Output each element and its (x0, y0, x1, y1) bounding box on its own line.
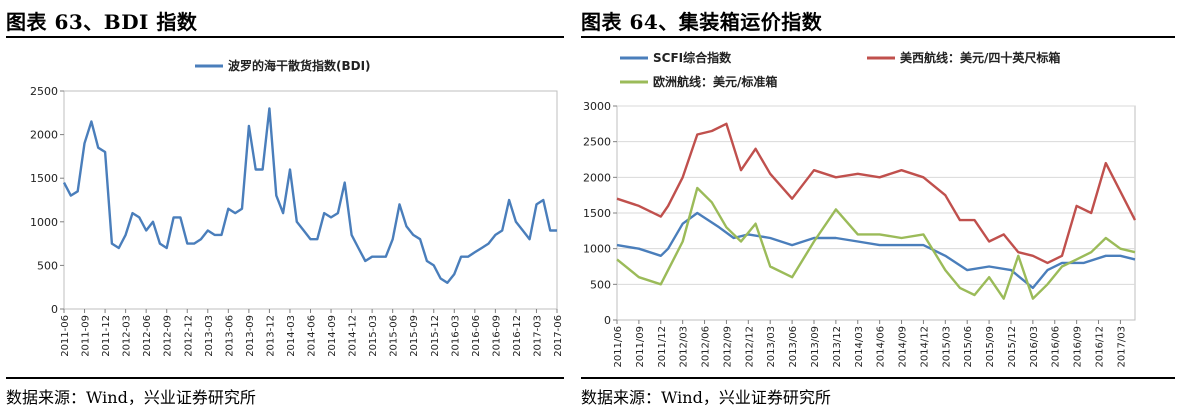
x-tick-label: 2012/03 (679, 326, 690, 368)
figure-64-panel: 图表 64、集装箱运价指数 0 500 1000 1500 2000 2500 3000 20… (575, 0, 1181, 413)
x-tick-label: 2011/12 (657, 326, 668, 368)
x-tick-label: 2014-03 (286, 315, 297, 357)
y-tick-label: 2500 (30, 85, 58, 98)
figure-63-title: 图表 63、BDI 指数 (6, 10, 198, 34)
x-tick-label: 2015/06 (963, 326, 974, 368)
x-tick-label: 2015-09 (409, 315, 420, 357)
x-tick-label: 2013/12 (832, 326, 843, 368)
series-line (616, 211, 1136, 290)
y-tick-label: 500 (590, 278, 611, 291)
x-tick-label: 2015-06 (389, 315, 400, 357)
x-tick-label: 2013/03 (766, 326, 777, 368)
y-tick-label: 1000 (583, 243, 611, 256)
y-tick-label: 1500 (583, 207, 611, 220)
x-tick-label: 2011/06 (613, 326, 624, 368)
x-tick-label: 2015-12 (430, 315, 441, 357)
source-rule (6, 377, 564, 379)
x-tick-label: 2014/12 (919, 326, 930, 368)
x-tick-label: 2013-06 (224, 315, 235, 357)
figure-64-title: 图表 64、集装箱运价指数 (581, 10, 823, 34)
figure-63-source: 数据来源：Wind，兴业证券研究所 (6, 388, 256, 407)
x-tick-label: 2012-03 (122, 315, 133, 357)
x-tick-label: 2011/09 (635, 326, 646, 368)
x-tick-label: 2013/06 (788, 326, 799, 368)
y-tick-label: 2000 (583, 171, 611, 184)
y-tick-label: 0 (604, 314, 611, 327)
x-tick-label: 2012-09 (163, 315, 174, 357)
figure-64-source: 数据来源：Wind，兴业证券研究所 (581, 388, 831, 407)
title-rule (581, 36, 1175, 38)
x-tick-label: 2016/06 (1051, 326, 1062, 368)
x-tick-label: 2015/09 (985, 326, 996, 368)
legend-label: 美西航线：美元/四十英尺标箱 (900, 50, 1060, 65)
x-tick-label: 2013-03 (204, 315, 215, 357)
x-tick-label: 2015-03 (368, 315, 379, 357)
x-tick-label: 2016/12 (1095, 326, 1106, 368)
x-tick-label: 2014-12 (348, 315, 359, 357)
y-tick-label: 2000 (30, 129, 58, 142)
x-tick-label: 2014/06 (876, 326, 887, 368)
x-tick-label: 2013/09 (810, 326, 821, 368)
title-rule (6, 36, 564, 38)
x-tick-label: 2017-06 (553, 315, 564, 357)
x-tick-label: 2014/03 (854, 326, 865, 368)
series-line (616, 186, 1136, 300)
x-tick-label: 2013-09 (245, 315, 256, 357)
x-tick-label: 2011-09 (81, 315, 92, 357)
x-tick-label: 2017/03 (1116, 326, 1127, 368)
x-tick-label: 2016/03 (1029, 326, 1040, 368)
y-tick-label: 3000 (583, 100, 611, 113)
figure-63-panel: 图表 63、BDI 指数 0 500 1000 1500 2000 2500 2011-06… (0, 0, 570, 413)
x-tick-label: 2016-09 (491, 315, 502, 357)
y-tick-label: 2500 (583, 136, 611, 149)
x-tick-label: 2014-06 (307, 315, 318, 357)
x-tick-label: 2017-03 (532, 315, 543, 357)
bdi-chart: 0 500 1000 1500 2000 2500 2011-06 2011-09 2011-1… (30, 58, 564, 357)
source-rule (581, 377, 1175, 379)
x-tick-label: 2016/09 (1073, 326, 1084, 368)
container-freight-chart: 0 500 1000 1500 2000 2500 3000 2011/06 2011/09 20… (583, 50, 1137, 368)
x-tick-label: 2012/12 (744, 326, 755, 368)
x-tick-label: 2011-12 (101, 315, 112, 357)
legend-label: 欧洲航线：美元/标准箱 (653, 74, 777, 89)
series-line (62, 107, 557, 284)
x-tick-label: 2014/09 (898, 326, 909, 368)
x-tick-label: 2013-12 (265, 315, 276, 357)
x-tick-label: 2011-06 (60, 315, 71, 357)
x-tick-label: 2016-06 (471, 315, 482, 357)
x-tick-label: 2015/03 (941, 326, 952, 368)
legend-label: 波罗的海干散货指数(BDI) (228, 58, 371, 73)
x-tick-label: 2014-09 (327, 315, 338, 357)
y-tick-label: 500 (37, 259, 58, 272)
x-tick-label: 2012/09 (722, 326, 733, 368)
x-tick-label: 2012-06 (142, 315, 153, 357)
x-tick-label: 2016-12 (512, 315, 523, 357)
y-tick-label: 0 (51, 303, 58, 316)
x-tick-label: 2016-03 (450, 315, 461, 357)
y-tick-label: 1500 (30, 172, 58, 185)
x-tick-label: 2012/06 (701, 326, 712, 368)
series-line (616, 122, 1137, 265)
plot-area (63, 90, 558, 310)
legend-label: SCFI综合指数 (653, 50, 732, 65)
y-tick-label: 1000 (30, 216, 58, 229)
x-tick-label: 2012-12 (183, 315, 194, 357)
x-tick-label: 2015/12 (1007, 326, 1018, 368)
